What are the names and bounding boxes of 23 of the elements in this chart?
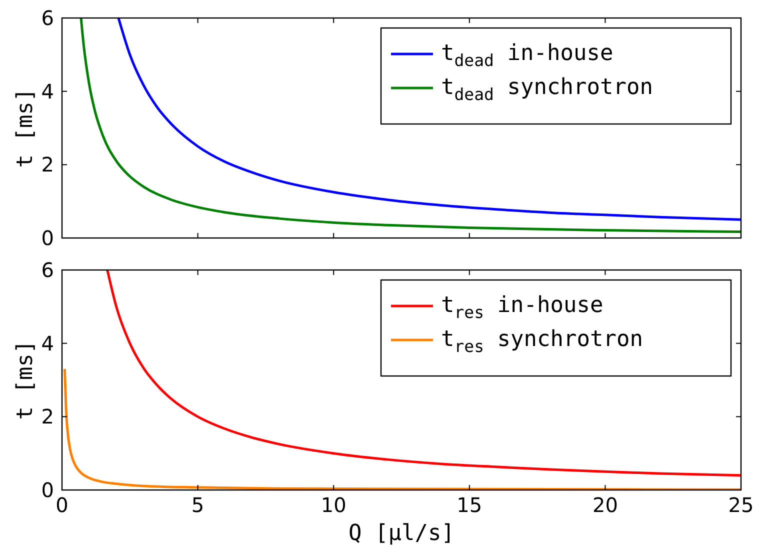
- y-tick-label: 6: [41, 258, 54, 282]
- line-series: [63, 368, 741, 490]
- y-tick-label: 2: [41, 404, 54, 429]
- x-tick-label: 20: [592, 493, 618, 517]
- y-tick-label: 4: [41, 79, 54, 104]
- x-axis-title: Q [μl/s]: [348, 521, 454, 546]
- x-tick-label: 25: [728, 493, 754, 517]
- legend-label: t$_{res}$ in-house: [441, 293, 604, 322]
- y-axis-title: t [ms]: [13, 88, 38, 168]
- y-axis-title: t [ms]: [13, 340, 38, 420]
- x-tick-label: 0: [56, 493, 68, 517]
- line-series: [106, 270, 741, 477]
- y-tick-label: 0: [41, 226, 54, 250]
- y-tick-label: 4: [41, 331, 54, 356]
- y-tick-label: 0: [41, 478, 54, 502]
- x-tick-label: 10: [320, 493, 346, 517]
- y-tick-label: 6: [41, 6, 54, 30]
- y-tick-label: 2: [41, 152, 54, 177]
- legend-label: t$_{dead}$ synchrotron: [441, 75, 653, 104]
- x-tick-label: 15: [456, 493, 482, 517]
- legend-label: t$_{dead}$ in-house: [441, 41, 614, 70]
- x-tick-label: 5: [191, 493, 204, 517]
- legend-label: t$_{res}$ synchrotron: [441, 327, 644, 356]
